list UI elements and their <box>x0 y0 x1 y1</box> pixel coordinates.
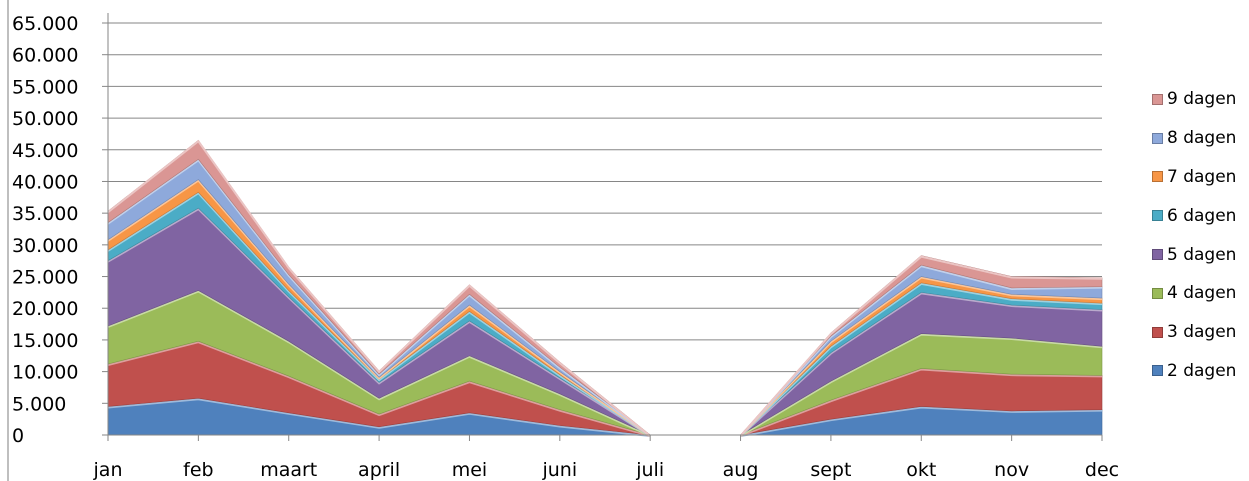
series-9-dagen <box>107 139 1103 437</box>
area-edge <box>107 191 651 437</box>
legend-label: 6 dagen <box>1167 205 1237 226</box>
legend-label: 2 dagen <box>1167 360 1237 381</box>
area-edge <box>739 276 1103 437</box>
area-edge <box>740 406 1103 437</box>
x-tick-label: sept <box>810 459 851 481</box>
legend-item: 7 dagen <box>1152 158 1248 197</box>
legend-swatch <box>1152 287 1163 299</box>
x-tick-label: juni <box>541 459 577 481</box>
legend-label: 8 dagen <box>1167 128 1237 149</box>
area-edge <box>740 333 1103 437</box>
x-tick-label: okt <box>906 459 936 481</box>
series-3-dagen <box>107 340 1103 437</box>
legend-swatch <box>1152 210 1163 222</box>
legend-swatch <box>1152 326 1163 338</box>
y-tick-label: 55.000 <box>12 76 78 98</box>
series-2-dagen <box>107 397 1103 437</box>
area-edge <box>107 207 651 437</box>
area-edge <box>739 282 1103 437</box>
y-tick-label: 45.000 <box>12 140 78 162</box>
legend-label: 7 dagen <box>1167 166 1237 187</box>
legend-swatch <box>1152 365 1163 377</box>
x-tick-label: nov <box>994 459 1029 481</box>
x-tick-label: maart <box>260 459 317 481</box>
legend-swatch <box>1152 93 1163 105</box>
legend: 9 dagen 8 dagen 7 dagen 6 dagen 5 dagen 4 dag… <box>1152 80 1248 390</box>
x-tick-label: jan <box>93 459 123 481</box>
x-tick-label: april <box>358 459 400 481</box>
legend-swatch <box>1152 132 1163 144</box>
area-edge <box>739 292 1103 437</box>
legend-item: 8 dagen <box>1152 119 1248 158</box>
y-tick-label: 50.000 <box>12 108 78 130</box>
x-tick-label: aug <box>723 459 759 481</box>
y-tick-label: 60.000 <box>12 45 78 67</box>
area-edge <box>739 255 1103 437</box>
y-tick-label: 5.000 <box>12 393 66 415</box>
y-tick-label: 65.000 <box>12 13 78 35</box>
legend-item: 4 dagen <box>1152 274 1248 313</box>
area-edge <box>107 158 651 437</box>
series-8-dagen <box>107 158 1103 437</box>
x-tick-label: dec <box>1085 459 1119 481</box>
area-edge <box>107 290 651 437</box>
legend-item: 5 dagen <box>1152 235 1248 274</box>
legend-label: 4 dagen <box>1167 283 1237 304</box>
y-tick-label: 40.000 <box>12 171 78 193</box>
legend-label: 3 dagen <box>1167 322 1237 343</box>
y-tick-label: 30.000 <box>12 235 78 257</box>
legend-label: 9 dagen <box>1167 89 1237 110</box>
x-tick-label: juli <box>635 459 664 481</box>
legend-item: 9 dagen <box>1152 80 1248 119</box>
y-tick-label: 15.000 <box>12 330 78 352</box>
legend-item: 3 dagen <box>1152 313 1248 352</box>
x-tick-label: mei <box>452 459 487 481</box>
y-tick-label: 10.000 <box>12 362 78 384</box>
y-tick-label: 35.000 <box>12 203 78 225</box>
area-edge <box>740 368 1103 437</box>
legend-item: 6 dagen <box>1152 196 1248 235</box>
area-edge <box>739 265 1103 437</box>
legend-swatch <box>1152 249 1163 261</box>
legend-swatch <box>1152 171 1163 183</box>
x-tick-label: feb <box>183 459 213 481</box>
legend-label: 5 dagen <box>1167 244 1237 265</box>
y-tick-label: 20.000 <box>12 298 78 320</box>
area-edge <box>107 398 651 437</box>
area-edge <box>107 179 651 437</box>
y-tick-label: 25.000 <box>12 267 78 289</box>
area-edge <box>107 139 651 437</box>
legend-item: 2 dagen <box>1152 352 1248 391</box>
y-tick-label: 0 <box>12 425 24 447</box>
area-edge <box>107 341 651 437</box>
